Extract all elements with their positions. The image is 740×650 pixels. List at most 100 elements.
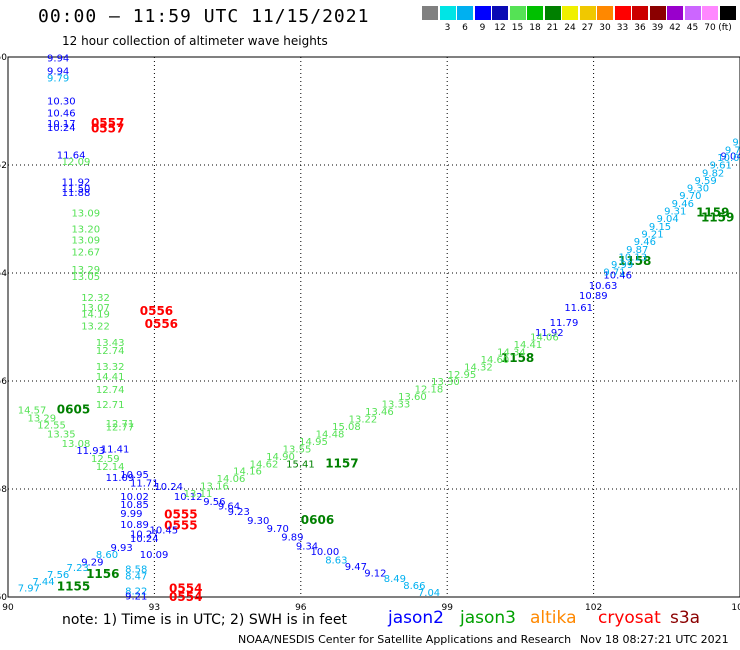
wave-height-label: 12.18 <box>415 385 444 396</box>
color-scale-label: 39 <box>651 23 664 33</box>
wave-height-label: 10.13 <box>619 252 648 263</box>
wave-height-label: 9.23 <box>228 507 250 518</box>
color-scale-label: 45 <box>686 23 699 33</box>
color-scale-label: 30 <box>599 23 611 33</box>
wave-height-label: 9.71 <box>603 268 625 279</box>
wave-height-label: 12.95 <box>448 370 477 381</box>
wave-height-label: 9.21 <box>125 592 147 603</box>
wave-height-label: 8.22 <box>125 586 147 597</box>
wave-height-label: 13.09 <box>71 235 100 246</box>
color-swatch <box>527 6 543 20</box>
color-scale-label: 3 <box>444 23 451 33</box>
wave-height-label: 9.34 <box>296 541 318 552</box>
longitude-tick-label: 96 <box>295 603 307 613</box>
color-swatch <box>509 6 526 20</box>
track-time-label: 1159 <box>696 205 729 219</box>
wave-height-label: 7.44 <box>32 577 54 588</box>
wave-height-label: 14.41 <box>96 372 125 383</box>
color-swatch <box>632 6 648 20</box>
satellite-legend-altika: altika <box>530 608 577 628</box>
track-time-label: 0556 <box>145 317 178 331</box>
latitude-tick-label: -58 <box>0 485 7 495</box>
wave-height-label: 9.79 <box>47 73 69 84</box>
page-subtitle: 12 hour collection of altimeter wave hei… <box>62 34 328 48</box>
wave-height-label: 11.61 <box>564 303 593 314</box>
wave-height-label: 9.29 <box>81 558 103 569</box>
color-scale-label: 9 <box>479 23 486 33</box>
wave-height-label: 9.59 <box>732 138 740 149</box>
color-swatch <box>719 6 736 20</box>
wave-height-label: 13.08 <box>62 439 91 450</box>
color-swatch <box>702 6 718 20</box>
color-swatch <box>474 6 491 20</box>
wave-height-label: 10.46 <box>47 108 76 119</box>
wave-height-label: 14.34 <box>497 347 526 358</box>
wave-height-label: 9.89 <box>281 532 303 543</box>
track-time-label: 0606 <box>301 513 334 527</box>
satellite-legend-s3a: s3a <box>670 608 701 628</box>
track-time-label: 0554 <box>169 590 202 604</box>
wave-height-label: 10.09 <box>140 550 169 561</box>
wave-height-label: 11.92 <box>535 328 564 339</box>
generated-timestamp: Nov 18 08:27:21 UTC 2021 <box>580 633 729 646</box>
wave-height-label: 13.33 <box>382 400 411 411</box>
wave-height-label: 10.24 <box>47 123 76 134</box>
longitude-tick-label: 90 <box>2 603 14 613</box>
track-time-label: 0555 <box>164 519 197 533</box>
wave-height-label: 9.61 <box>710 161 732 172</box>
wave-height-label: 10.27 <box>130 530 159 541</box>
wave-height-label: 10.00 <box>311 547 340 558</box>
wave-height-label: 9.99 <box>611 260 633 271</box>
wave-height-label: 11.09 <box>106 473 135 484</box>
wave-height-label: 12.32 <box>81 293 110 304</box>
wave-height-label: 9.47 <box>345 562 367 573</box>
color-swatch <box>457 6 473 20</box>
satellite-legend-jason3: jason3 <box>460 608 516 628</box>
wave-height-label: 10.17 <box>47 119 76 130</box>
wave-height-label: 13.16 <box>200 482 229 493</box>
wave-height-label: 10.01 <box>717 153 740 164</box>
wave-height-label: 9.79 <box>725 145 740 156</box>
wave-height-label: 8.66 <box>403 581 425 592</box>
longitude-tick-label: 93 <box>149 603 160 613</box>
wave-height-label: 12.09 <box>62 157 91 168</box>
wave-height-label: 15.41 <box>286 459 315 470</box>
wave-height-label: 9.94 <box>47 53 69 64</box>
units-note: note: 1) Time is in UTC; 2) SWH is in fe… <box>62 612 348 628</box>
wave-height-label: 13.32 <box>96 362 125 373</box>
wave-height-label: 13.60 <box>398 392 427 403</box>
wave-height-label: 9.31 <box>664 207 686 218</box>
wave-height-label: 12.71 <box>96 400 125 411</box>
track-time-label: 0557 <box>91 122 124 136</box>
wave-height-label: 10.85 <box>120 500 149 511</box>
track-time-label: 0556 <box>140 304 173 318</box>
wave-height-label: 9.46 <box>634 237 656 248</box>
color-swatch <box>492 6 508 20</box>
color-swatch <box>562 6 578 20</box>
wave-height-label: 11.88 <box>62 188 91 199</box>
wave-height-label: 12.55 <box>37 421 66 432</box>
wave-height-label: 13.09 <box>71 208 100 219</box>
track-time-label: 1158 <box>618 254 651 268</box>
track-time-label: 0605 <box>57 402 90 416</box>
wave-height-label: 14.57 <box>18 405 47 416</box>
color-swatch <box>579 6 596 20</box>
wave-height-label: 9.15 <box>649 222 671 233</box>
wave-height-label: 13.11 <box>184 489 213 500</box>
wave-height-label: 10.12 <box>174 492 203 503</box>
color-scale-label: 36 <box>634 23 646 33</box>
wave-height-label: 11.79 <box>550 318 579 329</box>
wave-height-label: 9.04 <box>720 152 740 163</box>
wave-height-label: 7.23 <box>67 563 89 574</box>
wave-height-label: 13.22 <box>349 415 378 426</box>
satellite-legend-jason2: jason2 <box>388 608 444 628</box>
track-time-label: 1157 <box>325 456 358 470</box>
wave-height-label: 11.92 <box>62 178 91 189</box>
wave-height-label: 12.74 <box>96 385 125 396</box>
color-swatch <box>614 6 631 20</box>
wave-height-label: 11.93 <box>76 446 105 457</box>
wave-height-label: 9.64 <box>218 502 240 513</box>
wave-height-label: 10.30 <box>47 97 76 108</box>
latitude-tick-label: -50 <box>0 53 7 63</box>
wave-height-label: 9.56 <box>203 497 225 508</box>
